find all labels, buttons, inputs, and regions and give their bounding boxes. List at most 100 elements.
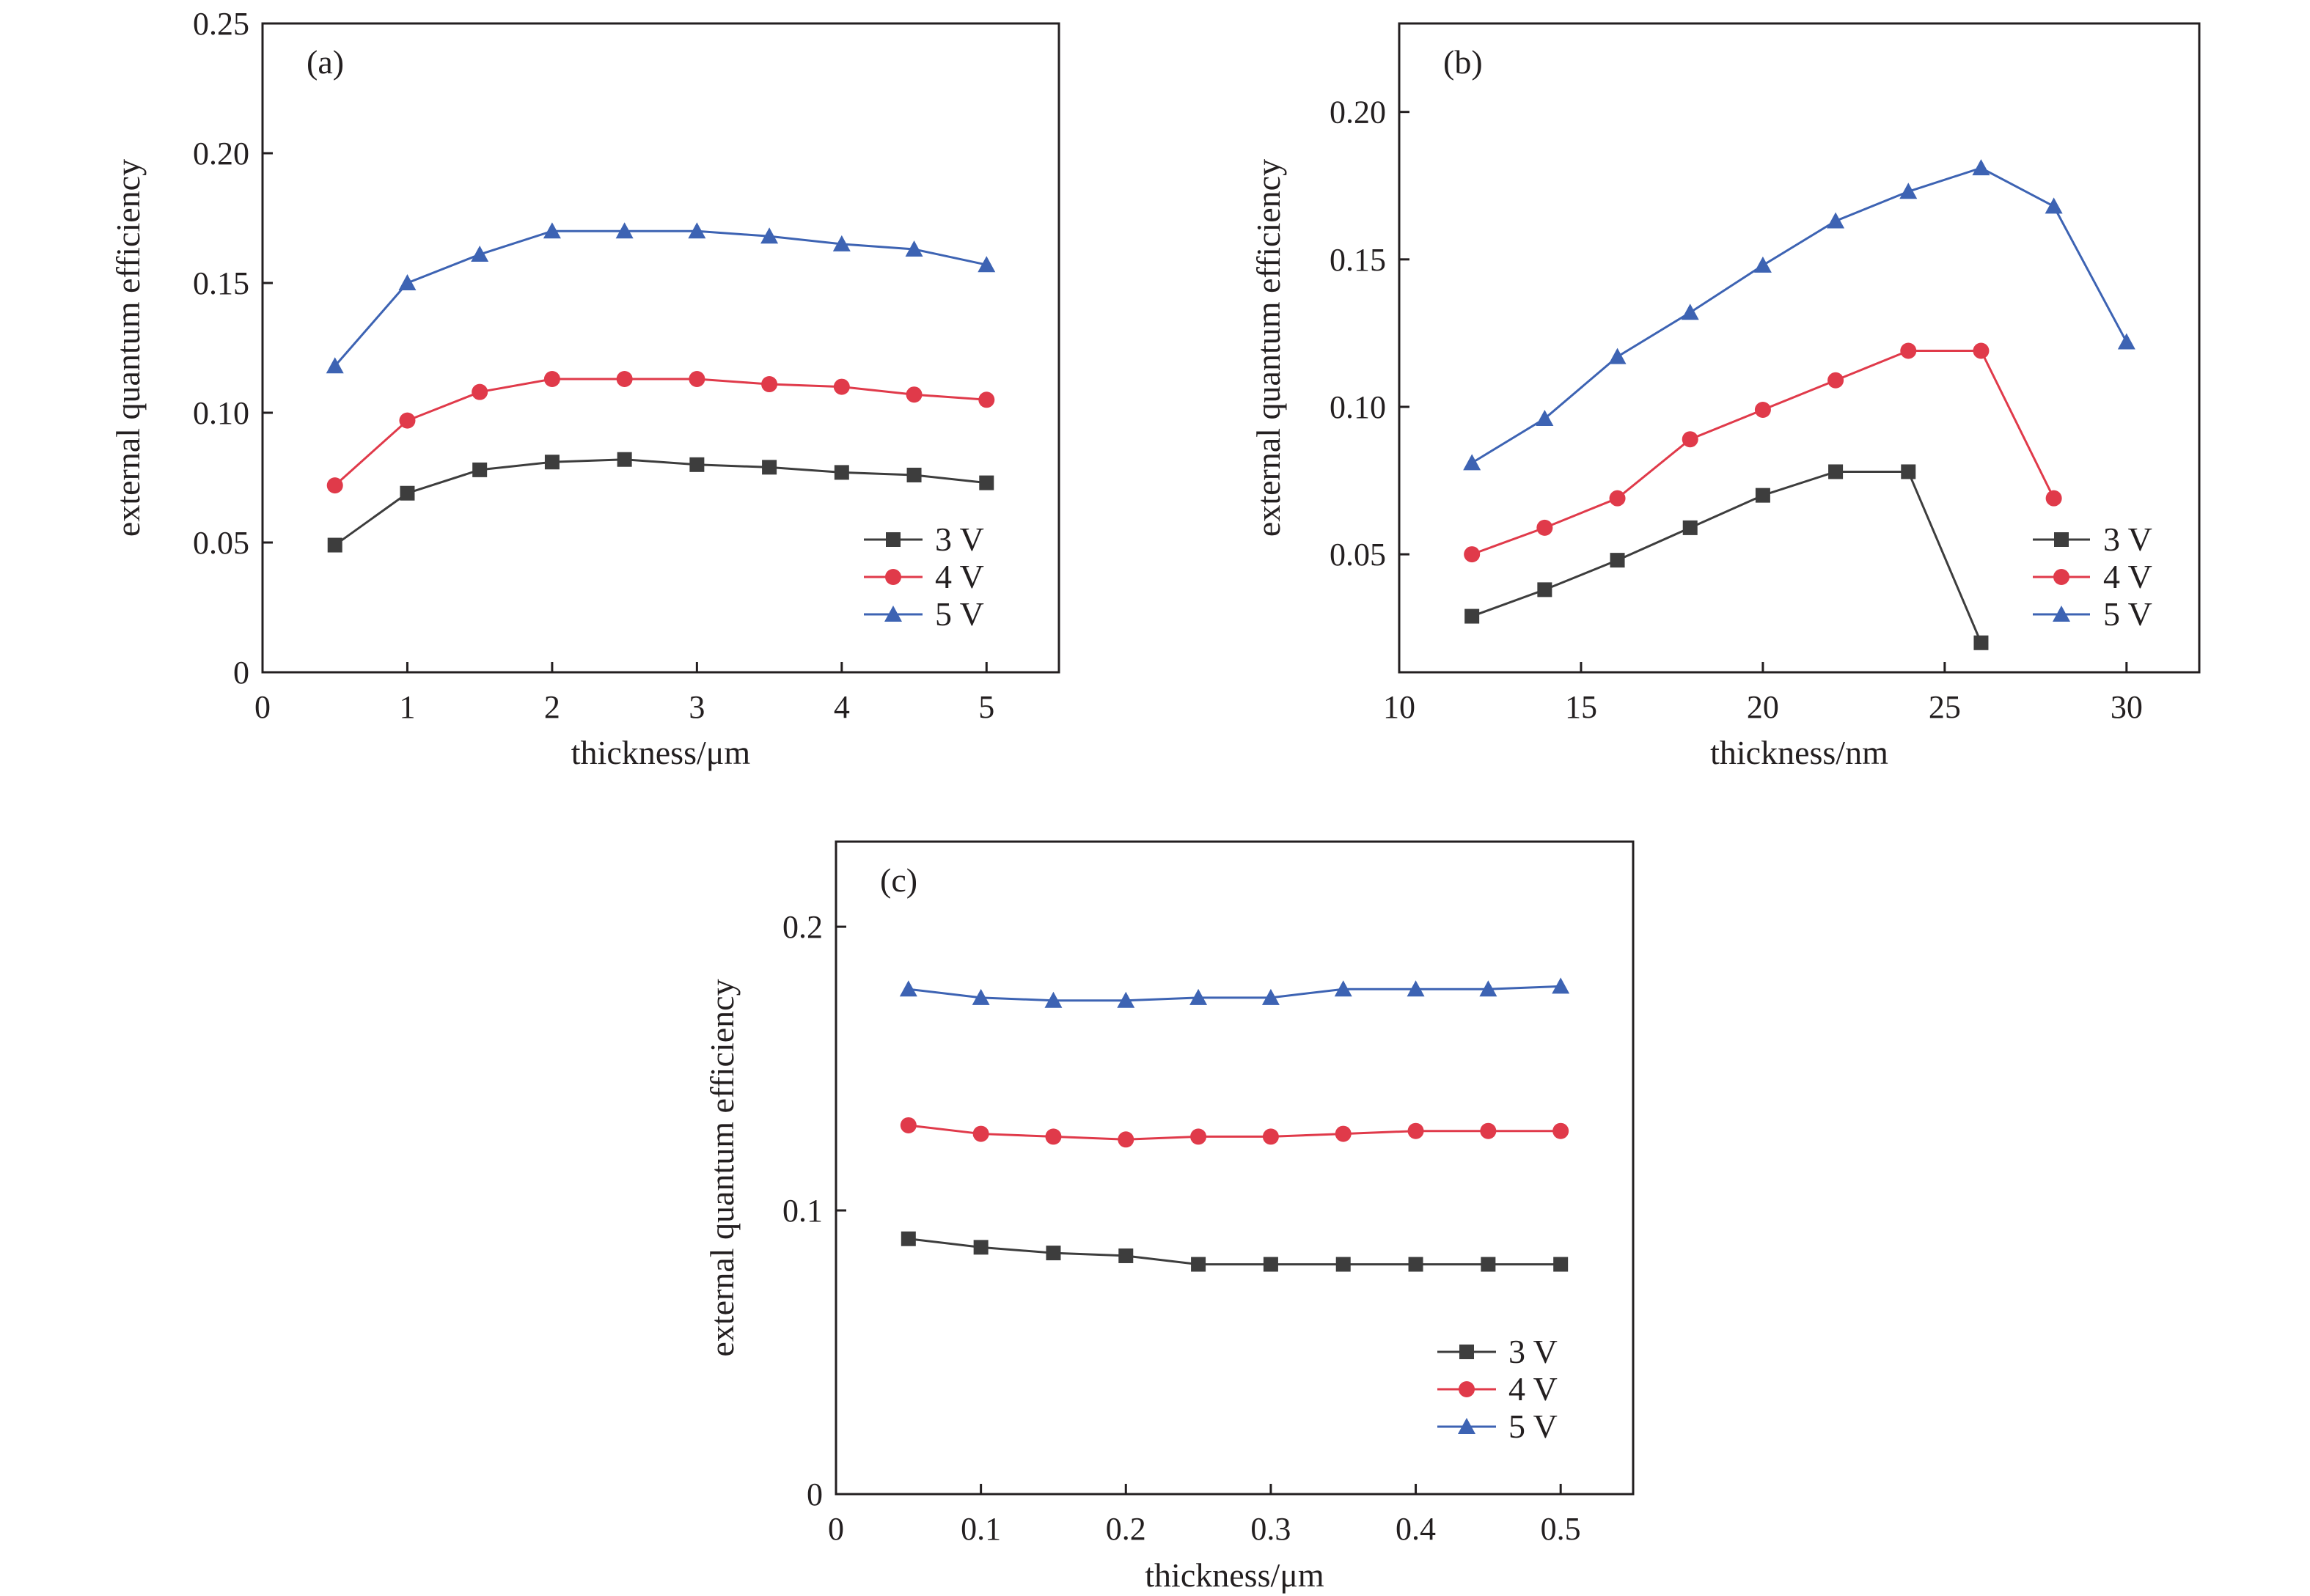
data-point <box>1536 410 1554 427</box>
data-point <box>399 412 416 429</box>
data-point <box>1408 1257 1423 1272</box>
series-line-5v <box>908 985 1561 1002</box>
data-point <box>905 240 923 257</box>
data-point <box>1973 342 1990 359</box>
legend-marker <box>2053 569 2069 585</box>
data-point <box>1552 977 1570 994</box>
data-point <box>1610 553 1625 568</box>
data-point <box>1480 1122 1497 1139</box>
x-tick-label: 0 <box>828 1511 844 1547</box>
data-point <box>398 274 417 290</box>
x-tick-label: 1 <box>399 689 415 725</box>
data-point <box>1262 1128 1279 1145</box>
data-point <box>833 378 850 395</box>
legend-marker <box>884 606 902 622</box>
x-tick-label: 0.1 <box>961 1511 1001 1547</box>
data-point <box>1046 1246 1061 1261</box>
series-line-3v <box>908 1238 1561 1266</box>
x-tick-label: 0 <box>254 689 271 725</box>
data-point <box>1682 431 1698 448</box>
data-point <box>1553 1257 1569 1272</box>
series-line-4v <box>908 1124 1561 1141</box>
x-tick-label: 0.4 <box>1396 1511 1436 1547</box>
data-point <box>400 485 415 501</box>
panel-label: (a) <box>307 43 344 81</box>
data-point <box>1464 546 1481 563</box>
panel-label: (c) <box>880 861 917 899</box>
legend-marker <box>1459 1381 1475 1397</box>
data-point <box>1118 1248 1134 1263</box>
y-tick-label: 0.10 <box>1330 389 1386 425</box>
data-point <box>979 475 994 490</box>
legend-label: 5 V <box>1508 1408 1558 1445</box>
legend-label: 3 V <box>1508 1333 1558 1370</box>
data-point <box>1682 520 1698 535</box>
data-point <box>543 370 560 387</box>
data-point <box>689 457 705 472</box>
data-point <box>1407 980 1425 997</box>
legend-marker <box>2053 606 2070 622</box>
x-tick-label: 10 <box>1383 689 1415 725</box>
legend-label: 3 V <box>2103 521 2152 558</box>
y-tick-label: 0.05 <box>193 525 249 561</box>
y-tick-label: 0.15 <box>1330 242 1386 278</box>
data-point <box>1118 1131 1134 1148</box>
data-point <box>973 1240 989 1255</box>
data-point <box>834 465 849 480</box>
data-point <box>1190 1128 1207 1145</box>
data-point <box>472 383 488 400</box>
data-point <box>1972 159 1990 176</box>
data-point <box>1481 1257 1496 1272</box>
x-axis-label: thickness/μm <box>1145 1556 1324 1594</box>
data-point <box>1189 988 1208 1005</box>
legend-marker <box>1459 1345 1474 1359</box>
data-point <box>689 370 705 387</box>
y-axis-label: external quantum efficiency <box>703 979 741 1356</box>
x-tick-label: 0.3 <box>1250 1511 1291 1547</box>
data-point <box>1754 401 1771 418</box>
y-tick-label: 0 <box>807 1477 823 1512</box>
x-tick-label: 30 <box>2111 689 2143 725</box>
data-point <box>832 235 851 251</box>
data-point <box>2117 333 2135 350</box>
x-tick-label: 0.5 <box>1541 1511 1581 1547</box>
x-tick-label: 15 <box>1565 689 1597 725</box>
legend-marker <box>1458 1418 1475 1434</box>
series-line-3v <box>1471 470 1982 644</box>
data-point <box>1335 1125 1352 1142</box>
data-point <box>906 467 922 482</box>
data-point <box>1899 183 1918 199</box>
data-point <box>1045 1128 1062 1145</box>
data-point <box>1479 980 1497 997</box>
data-point <box>762 460 777 475</box>
y-tick-label: 0.20 <box>1330 95 1386 130</box>
data-point <box>1609 490 1626 507</box>
data-point <box>906 386 923 403</box>
y-tick-label: 0.1 <box>782 1193 823 1229</box>
x-tick-label: 3 <box>689 689 705 725</box>
data-point <box>327 537 342 553</box>
data-point <box>1191 1257 1206 1272</box>
data-point <box>972 1125 989 1142</box>
legend-marker <box>885 569 901 585</box>
data-point <box>1900 342 1917 359</box>
y-tick-label: 0 <box>233 655 249 691</box>
legend-label: 3 V <box>935 521 984 558</box>
data-point <box>544 455 560 470</box>
data-point <box>1827 372 1844 389</box>
panel-label: (b) <box>1443 43 1483 81</box>
data-point <box>1608 347 1627 364</box>
y-tick-label: 0.05 <box>1330 537 1386 573</box>
legend-label: 5 V <box>935 595 984 633</box>
plot-frame <box>1398 22 2201 674</box>
data-point <box>1753 256 1772 273</box>
x-tick-label: 0.2 <box>1106 1511 1146 1547</box>
data-point <box>1407 1122 1424 1139</box>
y-axis-label: external quantum efficiency <box>109 159 147 537</box>
data-point <box>616 370 633 387</box>
y-axis-label: external quantum efficiency <box>1250 159 1287 537</box>
y-tick-label: 0.15 <box>193 265 249 301</box>
legend-marker <box>2054 532 2069 547</box>
x-tick-label: 5 <box>978 689 994 725</box>
